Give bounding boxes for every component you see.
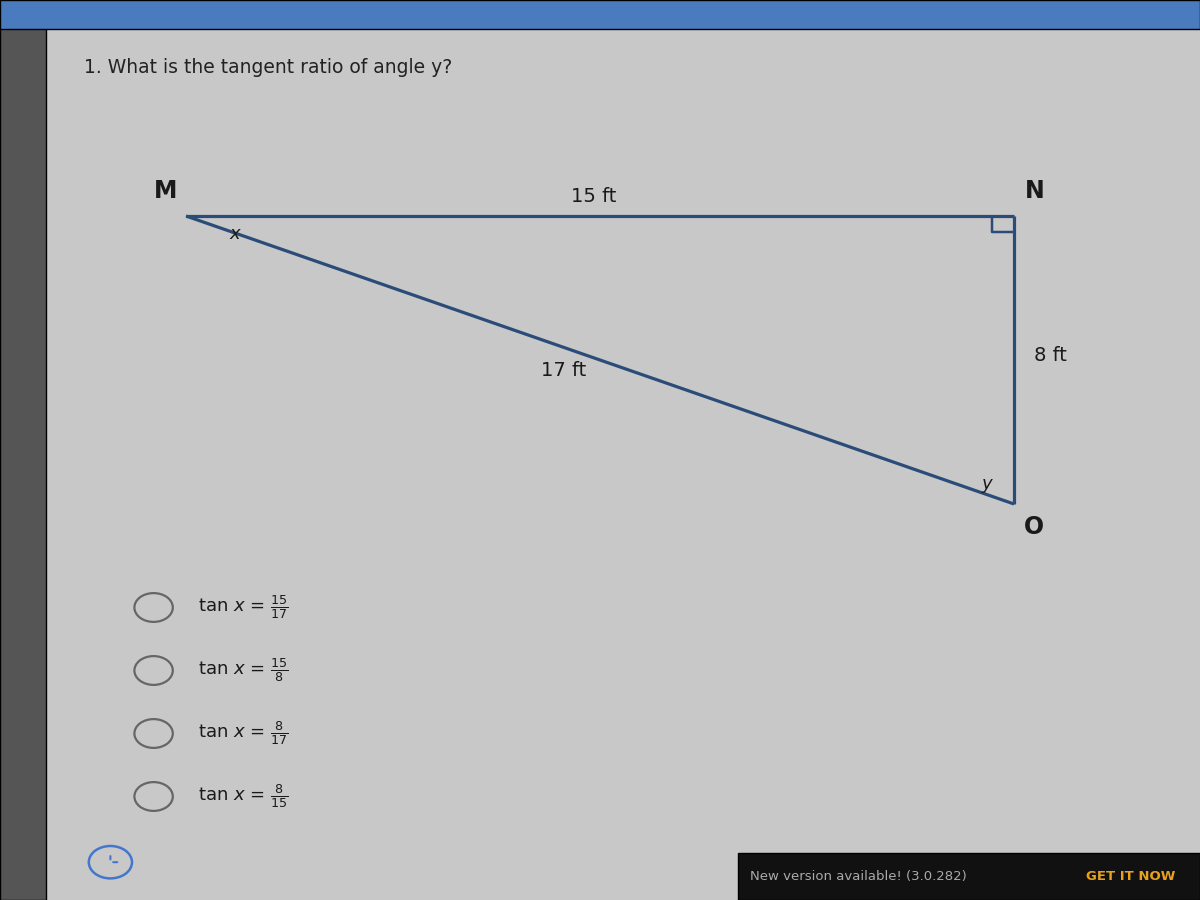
Text: tan $x$ = $\frac{15}{8}$: tan $x$ = $\frac{15}{8}$: [198, 657, 288, 684]
Text: 1. What is the tangent ratio of angle y?: 1. What is the tangent ratio of angle y?: [84, 58, 452, 77]
Text: GET IT NOW: GET IT NOW: [1086, 870, 1175, 883]
Text: tan $x$ = $\frac{15}{17}$: tan $x$ = $\frac{15}{17}$: [198, 594, 288, 621]
Text: M: M: [154, 179, 178, 203]
FancyBboxPatch shape: [0, 0, 1200, 29]
FancyBboxPatch shape: [0, 0, 46, 900]
Text: 17 ft: 17 ft: [541, 361, 587, 381]
Text: 8 ft: 8 ft: [1033, 346, 1067, 365]
Text: x: x: [230, 225, 240, 243]
Text: 15 ft: 15 ft: [571, 186, 617, 206]
Text: tan $x$ = $\frac{8}{15}$: tan $x$ = $\frac{8}{15}$: [198, 783, 288, 810]
Text: New version available! (3.0.282): New version available! (3.0.282): [750, 870, 967, 883]
Text: tan $x$ = $\frac{8}{17}$: tan $x$ = $\frac{8}{17}$: [198, 720, 288, 747]
FancyBboxPatch shape: [738, 853, 1200, 900]
Text: O: O: [1025, 515, 1044, 538]
Text: y: y: [982, 475, 991, 493]
Text: N: N: [1025, 179, 1044, 203]
